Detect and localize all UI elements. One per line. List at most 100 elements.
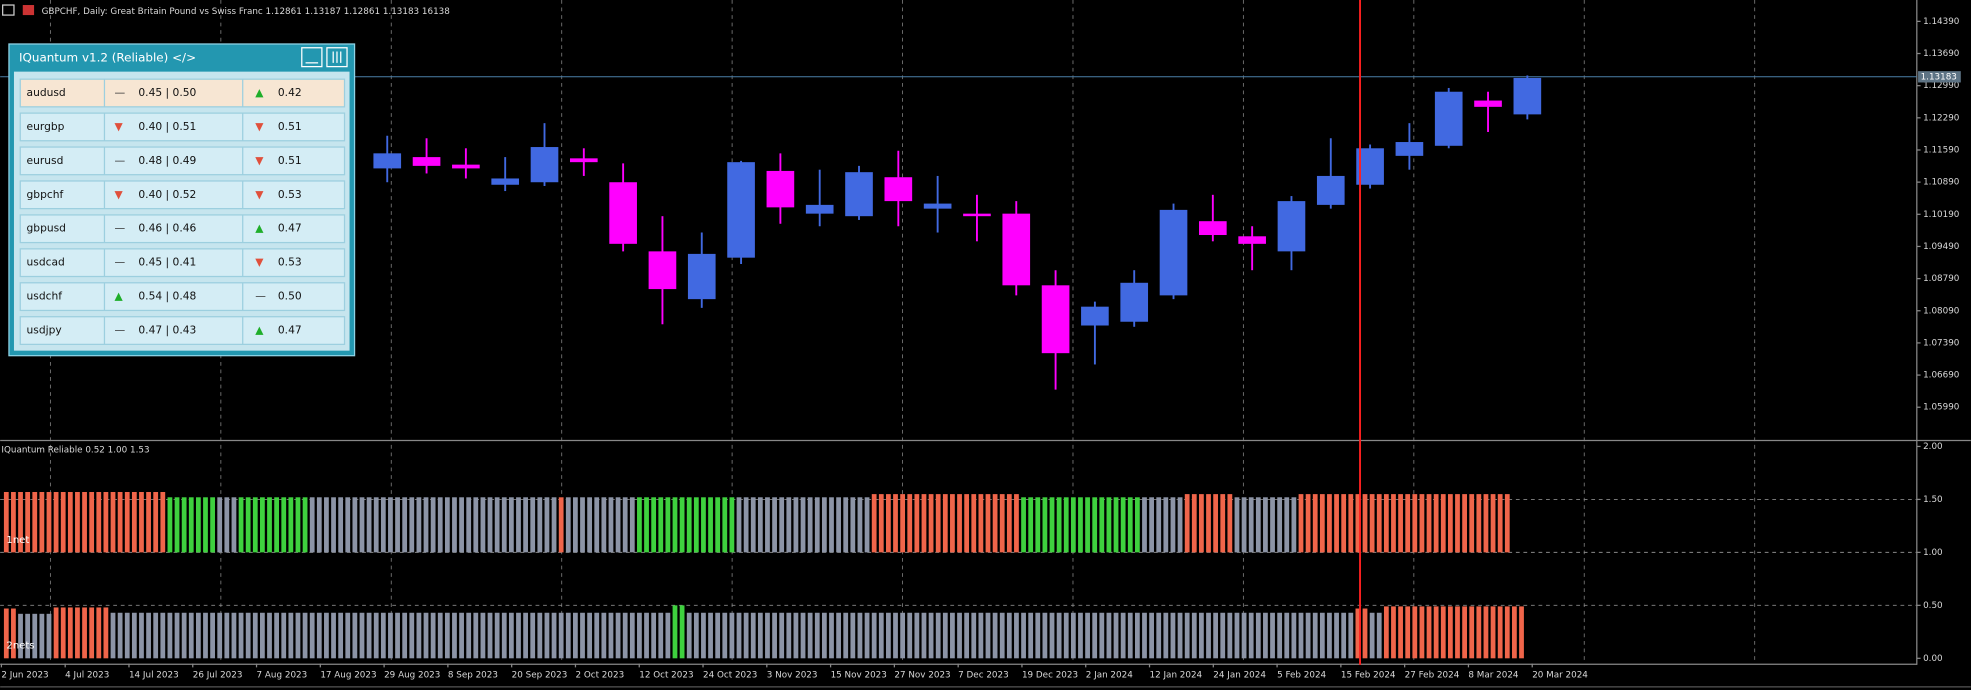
columns-button[interactable]: [326, 47, 348, 68]
marks: 1.14390 1.13690 1.12990 1.12290 1.11590 1.108…: [0, 17, 1961, 680]
signal-bar: [153, 612, 159, 659]
candle-body: [452, 164, 480, 169]
signal-bar: [1099, 612, 1105, 659]
signal-bar: [743, 612, 749, 659]
signal-bar: [729, 497, 735, 553]
signal-bar: [779, 612, 785, 659]
signal-bar: [942, 612, 948, 659]
signal-bar: [765, 612, 770, 659]
signal-bar: [1056, 497, 1062, 553]
signal-bar: [1462, 494, 1467, 553]
signal-bar: [1248, 612, 1254, 659]
price-tick-label: 1.08090: [1923, 306, 1959, 316]
signal-bar: [836, 612, 841, 659]
signal-bar: [964, 494, 970, 553]
signal-bar: [594, 612, 600, 659]
pair-score: 0.47: [278, 222, 302, 235]
signal-bar: [437, 497, 443, 553]
signal-bar: [1063, 497, 1069, 553]
signal-bar: [1170, 612, 1176, 659]
signal-bar: [850, 497, 856, 553]
signal-bar: [878, 494, 884, 553]
signal-bar: [1049, 612, 1055, 659]
signal-bar: [181, 612, 187, 659]
signal-bar: [637, 612, 642, 659]
signal-bar: [124, 491, 130, 553]
signal-bar: [686, 612, 692, 659]
time-label: 15 Nov 2023: [831, 670, 887, 680]
signal-bar: [1085, 612, 1090, 659]
signal-bar: [1014, 612, 1019, 659]
candle-body: [1474, 100, 1502, 107]
signal-bar: [1255, 612, 1261, 659]
signal-bar: [1263, 497, 1268, 553]
signal-bar: [231, 497, 237, 553]
signal-bar: [508, 612, 514, 659]
price-tick-label: 1.08790: [1923, 274, 1959, 284]
signal-bar: [886, 494, 891, 553]
candle-body: [1513, 77, 1542, 115]
time-label: 20 Sep 2023: [512, 670, 568, 680]
time-label: 19 Dec 2023: [1022, 670, 1078, 680]
iquantum-panel[interactable]: IQuantum v1.2 (Reliable) </> audusd — 0.45…: [8, 43, 356, 357]
signal-bar: [430, 497, 436, 553]
signal-bar: [139, 612, 144, 659]
signal-bar: [331, 612, 336, 659]
signal-bar: [1412, 494, 1418, 553]
pair-row: [19, 282, 346, 312]
signal-bar: [1490, 606, 1496, 659]
signal-bar: [1270, 612, 1275, 659]
signal-bar: [1462, 606, 1467, 659]
signal-bar: [1341, 612, 1347, 659]
signal-bar: [864, 612, 870, 659]
time-label: 2 Oct 2023: [575, 670, 624, 680]
signal-bar: [366, 612, 372, 659]
signal-bar: [402, 612, 408, 659]
signal-bar: [985, 494, 991, 553]
signal-bar: [1483, 494, 1489, 553]
signal-bar: [444, 612, 450, 659]
signal-bar: [224, 612, 230, 659]
pair-scores: 0.40 | 0.51: [138, 120, 196, 133]
time-label: 3 Nov 2023: [767, 670, 818, 680]
signal-bar: [615, 612, 621, 659]
signal-bar: [18, 613, 23, 659]
signal-bar: [544, 612, 550, 659]
minimize-button[interactable]: [301, 47, 323, 68]
menu-icon[interactable]: [2, 4, 15, 16]
signal-bar: [174, 612, 180, 659]
signal-bar: [1327, 612, 1332, 659]
signal-bar: [46, 491, 52, 553]
signal-bar: [971, 494, 977, 553]
signal-bar: [1028, 497, 1034, 553]
signal-bar: [786, 612, 792, 659]
signal-bar: [373, 497, 379, 553]
signal-bar: [1490, 494, 1496, 553]
signal-bar: [715, 612, 721, 659]
signal-bar: [672, 605, 678, 659]
signal-bar: [637, 497, 642, 553]
signal-bar: [1177, 497, 1183, 553]
signal-bar: [260, 612, 265, 659]
chart-icon[interactable]: [22, 5, 35, 16]
signal-bar: [160, 612, 166, 659]
price-tick-label: 1.06690: [1923, 371, 1959, 381]
signal-bar: [11, 491, 16, 553]
pair-name: gbpusd: [27, 222, 66, 235]
signal-bar: [921, 612, 927, 659]
pair-name: audusd: [27, 86, 66, 99]
trend-icon: —: [115, 256, 126, 269]
signal-bar: [67, 491, 73, 553]
signal-bar: [380, 612, 386, 659]
candle-body: [569, 158, 598, 163]
signal-bar: [1319, 494, 1325, 553]
trend-icon: —: [115, 324, 126, 337]
signal-bar: [1284, 497, 1290, 553]
signal-bar: [658, 612, 664, 659]
signal-bar: [1369, 612, 1375, 659]
price-tick-label: 1.11590: [1923, 145, 1959, 155]
signal-bar: [1234, 612, 1240, 659]
signal-bar: [821, 612, 827, 659]
signal-bar: [274, 497, 280, 553]
signal-bar: [999, 612, 1005, 659]
